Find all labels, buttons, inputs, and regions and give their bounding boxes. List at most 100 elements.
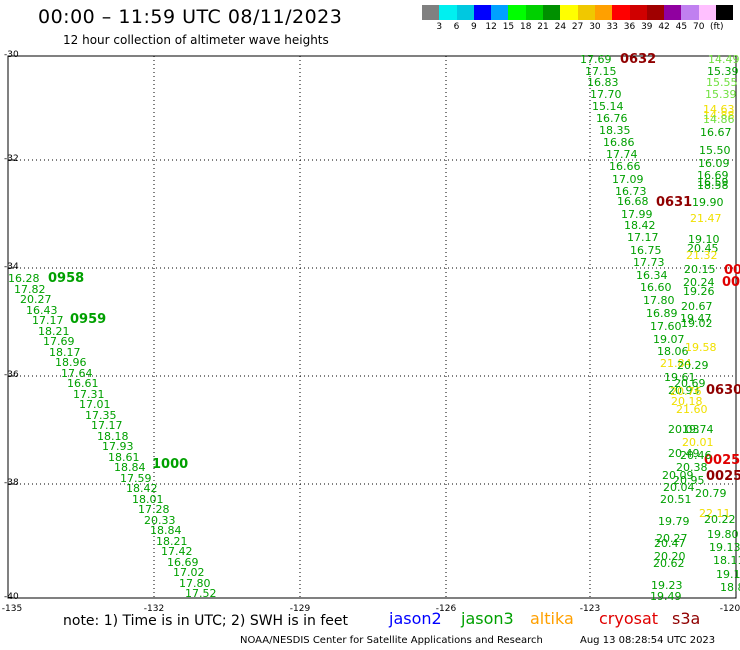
wave-height-value: 20.09	[662, 469, 694, 482]
scale-swatch	[594, 5, 613, 20]
wave-height-value: 20.27	[656, 532, 688, 545]
wave-height-value: 18.42	[126, 482, 158, 495]
scale-label: 12	[485, 22, 497, 32]
scale-label: 3	[436, 22, 443, 32]
wave-height-value: 17.99	[621, 208, 653, 221]
wave-height-value: 16.43	[26, 304, 58, 317]
wave-height-value: 17.42	[161, 545, 193, 558]
wave-height-value: 16.59	[697, 176, 729, 189]
wave-height-value: 20.93	[668, 384, 700, 397]
scale-swatch	[473, 5, 492, 20]
lon-label: -126	[435, 604, 457, 614]
lat-label: -34	[4, 262, 19, 272]
footer-timestamp: Aug 13 08:28:54 UTC 2023	[580, 635, 716, 646]
wave-height-value: 17.17	[627, 231, 659, 244]
wave-height-value: 16.28	[8, 272, 40, 285]
lon-label: -120	[719, 604, 740, 614]
scale-swatch	[422, 5, 440, 20]
scale-swatch	[577, 5, 595, 20]
wave-height-value: 17.15	[585, 65, 617, 78]
scale-label: 27	[571, 22, 584, 32]
wave-height-value: 17.17	[32, 314, 64, 327]
legend-s3a: s3a	[672, 609, 701, 628]
scale-label: 18	[520, 22, 532, 32]
wave-height-value: 18.06	[657, 345, 689, 358]
wave-height-value: 17.31	[73, 388, 105, 401]
wave-height-value: 14.86	[703, 113, 735, 126]
scale-swatch	[664, 5, 682, 20]
time-label: 0959	[70, 312, 107, 327]
wave-height-value: 19.90	[692, 196, 724, 209]
wave-height-value: 18.01	[132, 493, 164, 506]
wave-height-value: 18.11	[713, 554, 740, 567]
color-scale	[422, 5, 734, 20]
time-label: 0958	[48, 271, 85, 286]
wave-height-value: 20.03	[668, 423, 700, 436]
wave-height-value: 20.79	[695, 487, 727, 500]
wave-height-value: 16.89	[646, 307, 678, 320]
wave-height-value: 19.26	[683, 285, 715, 298]
wave-height-value: 19.13	[709, 541, 740, 554]
legend-altika: altika	[530, 609, 574, 628]
wave-height-value: 18.84	[150, 524, 182, 537]
wave-height-value: 20.38	[676, 461, 708, 474]
color-scale-unit: (ft)	[710, 22, 724, 32]
scale-swatch	[491, 5, 509, 20]
wave-height-value: 17.28	[138, 503, 170, 516]
wave-height-value: 16.75	[630, 244, 662, 257]
wave-height-value: 20.18	[671, 395, 703, 408]
map-title: 00:00 – 11:59 UTC 08/11/2023	[38, 6, 343, 28]
scale-label: 42	[658, 22, 670, 32]
legend-jason2: jason2	[389, 609, 442, 628]
wave-height-value: 17.74	[606, 148, 638, 161]
time-label: 0630	[706, 383, 740, 398]
wave-height-value: 18.21	[156, 535, 188, 548]
time-label: 00	[724, 263, 740, 278]
wave-height-value: 19.23	[651, 579, 683, 592]
lon-label: -129	[289, 604, 311, 614]
scale-swatch	[681, 5, 699, 20]
wave-height-value: 17.69	[580, 53, 612, 66]
scale-swatch	[508, 5, 526, 20]
scale-swatch	[698, 5, 717, 20]
scale-label: 70	[692, 22, 705, 32]
wave-height-value: 16.68	[617, 195, 649, 208]
wave-height-value: 17.01	[79, 398, 111, 411]
scale-label: 33	[606, 22, 618, 32]
wave-height-value: 21.60	[676, 403, 708, 416]
scale-swatch	[646, 5, 665, 20]
lat-label: -30	[4, 50, 19, 60]
scale-swatch	[439, 5, 457, 20]
wave-height-value: 18.61	[108, 451, 140, 464]
wave-height-value: 15.55	[706, 76, 738, 89]
wave-height-value: 21.47	[690, 212, 722, 225]
scale-swatch	[716, 5, 734, 20]
wave-height-value: 17.64	[61, 367, 93, 380]
wave-height-value: 16.61	[67, 377, 99, 390]
wave-height-value: 14.49	[708, 53, 740, 66]
wave-height-value: 14.88	[703, 109, 735, 122]
wave-height-value: 14.63	[703, 103, 735, 116]
wave-height-value: 15.50	[699, 144, 731, 157]
wave-height-value: 15.39	[707, 65, 739, 78]
time-label: 0632	[620, 52, 657, 67]
lat-label: -32	[4, 154, 19, 164]
wave-height-value: 20.95	[673, 474, 705, 487]
wave-height-value: 19.74	[682, 423, 714, 436]
wave-height-value: 19.1	[716, 568, 740, 581]
wave-height-value: 16.66	[609, 160, 641, 173]
wave-height-value: 18.8	[720, 581, 740, 594]
scale-label: 39	[641, 22, 653, 32]
wave-height-value: 20.01	[682, 436, 714, 449]
wave-height-value: 17.52	[185, 587, 217, 600]
wave-height-value: 20.04	[663, 481, 695, 494]
note-text: note: 1) Time is in UTC; 2) SWH is in fe…	[63, 613, 349, 629]
wave-height-value: 21.84	[660, 357, 692, 370]
wave-height-value: 17.69	[43, 335, 75, 348]
wave-height-value: 20.45	[687, 242, 719, 255]
wave-height-value: 20.67	[681, 300, 713, 313]
wave-height-value: 16.69	[167, 556, 199, 569]
lat-label: -40	[4, 592, 19, 602]
